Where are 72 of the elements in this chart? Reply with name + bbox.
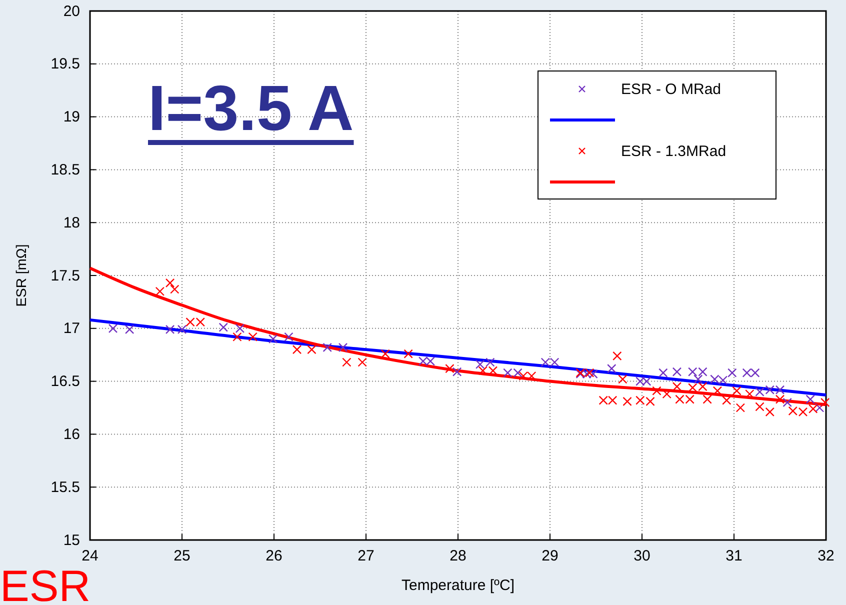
point	[755, 402, 764, 412]
legend-label: ESR - O MRad	[621, 81, 722, 98]
line-series	[88, 318, 828, 397]
x-axis-title: Temperature [ºC]	[401, 577, 515, 594]
annotation: I=3.5 A	[148, 72, 354, 144]
point	[248, 332, 258, 342]
point	[232, 332, 242, 342]
point	[728, 368, 737, 378]
point	[820, 398, 830, 408]
x-tick-label: 28	[450, 548, 466, 565]
x-tick-label: 27	[358, 548, 374, 565]
point	[268, 334, 278, 344]
x-tick-label: 29	[542, 548, 558, 565]
point	[814, 403, 824, 412]
y-tick-label: 20	[63, 2, 80, 20]
point	[235, 324, 245, 333]
point	[775, 394, 785, 404]
point	[322, 342, 332, 352]
point	[445, 364, 454, 374]
y-tick-label: 18.5	[50, 162, 80, 178]
point	[702, 394, 712, 404]
point	[404, 349, 413, 358]
point	[218, 322, 228, 332]
y-tick-label: 15	[63, 532, 80, 549]
point	[782, 398, 792, 408]
y-tick-label: 15.5	[50, 478, 80, 496]
point	[618, 374, 628, 384]
y-tick-label: 16.5	[50, 373, 80, 390]
point	[358, 358, 367, 367]
x-tick-label: 25	[174, 548, 190, 565]
point	[732, 386, 742, 396]
point	[722, 396, 732, 405]
point	[765, 407, 774, 417]
point	[612, 351, 622, 361]
legend-label: ESR - 1.3MRad	[621, 143, 726, 160]
y-tick-label: 17.5	[50, 267, 80, 284]
point	[607, 364, 616, 374]
point	[170, 284, 180, 294]
point	[672, 367, 682, 376]
point	[342, 358, 352, 367]
point	[380, 349, 390, 358]
point	[672, 382, 682, 392]
y-axis-title: ESR [mΩ]	[13, 244, 29, 307]
text: ESR	[0, 562, 90, 605]
x-tick-label: 30	[634, 548, 650, 565]
point	[338, 342, 348, 352]
point	[694, 374, 703, 384]
point	[307, 344, 316, 354]
point	[165, 324, 175, 334]
point	[124, 324, 134, 334]
point	[284, 332, 294, 342]
point	[658, 368, 668, 378]
point	[452, 367, 462, 376]
point	[736, 403, 746, 412]
x-tick-label: 32	[818, 548, 834, 565]
y-tick-label: 17	[63, 320, 80, 338]
point	[155, 286, 165, 296]
y-tick-label: 16	[63, 426, 80, 443]
point	[292, 344, 302, 354]
point	[806, 394, 815, 404]
point	[165, 278, 175, 288]
x-tick-label: 26	[266, 548, 282, 565]
x-tick-label: 24	[82, 548, 98, 565]
y-tick-label: 19.5	[50, 56, 80, 73]
point	[622, 396, 632, 406]
point	[652, 386, 662, 396]
point	[177, 324, 187, 334]
point	[808, 404, 818, 414]
y-tick-label: 18	[63, 214, 80, 232]
y-tick-label: 19	[63, 108, 80, 126]
x-tick-label: 31	[726, 548, 742, 565]
point	[108, 324, 118, 333]
